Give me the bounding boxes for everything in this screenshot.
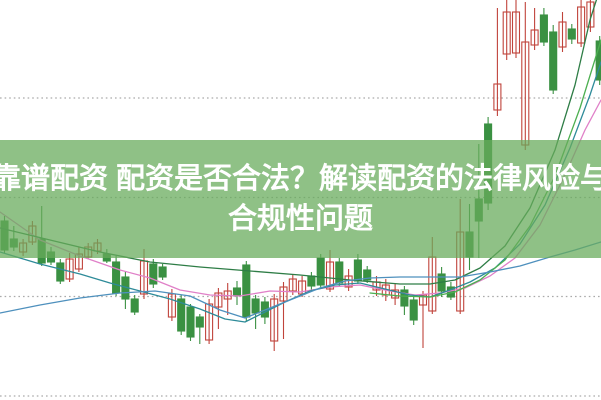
- ma-dark-green-line: [0, 0, 598, 285]
- candle-down: [130, 298, 139, 313]
- candle-up: [205, 303, 214, 341]
- candle-down: [400, 289, 409, 307]
- candle-down: [316, 257, 325, 286]
- candle-down: [242, 264, 251, 318]
- candle-down: [56, 262, 65, 282]
- candle-down: [567, 28, 576, 40]
- candle-down: [335, 261, 344, 284]
- candle-down: [232, 287, 242, 297]
- candle-up: [493, 83, 502, 111]
- headline-line-1: 靠谱配资 配资是否合法？解读配资的法律风险与: [0, 163, 601, 195]
- candle-down: [149, 263, 158, 285]
- candle-up: [558, 21, 567, 48]
- candle-up: [586, 1, 595, 28]
- candle-down: [186, 306, 195, 338]
- candle-up: [391, 289, 400, 299]
- candle-down: [595, 40, 601, 81]
- candle-up: [511, 11, 521, 54]
- candle-down: [158, 266, 167, 278]
- candle-up: [270, 298, 279, 342]
- ma-blue-line: [0, 241, 601, 319]
- candle-up: [65, 258, 74, 280]
- candle-down: [177, 298, 186, 332]
- headline-line-2: 合规性问题: [227, 203, 373, 235]
- candle-down: [195, 316, 204, 328]
- candle-down: [549, 31, 558, 91]
- candle-up: [502, 11, 511, 55]
- candle-down: [251, 298, 260, 314]
- candle-up: [214, 292, 223, 308]
- candle-up: [577, 6, 586, 44]
- candle-down: [112, 261, 121, 294]
- candle-up: [288, 278, 297, 292]
- candle-down: [539, 14, 548, 43]
- candle-up: [530, 29, 539, 46]
- candle-up: [279, 286, 288, 302]
- candle-down: [353, 259, 362, 282]
- candle-down: [363, 269, 372, 281]
- candle-up: [325, 261, 335, 290]
- candle-down: [409, 299, 418, 321]
- headline-banner: 靠谱配资 配资是否合法？解读配资的法律风险与 合规性问题: [0, 140, 601, 258]
- candle-down: [307, 275, 316, 287]
